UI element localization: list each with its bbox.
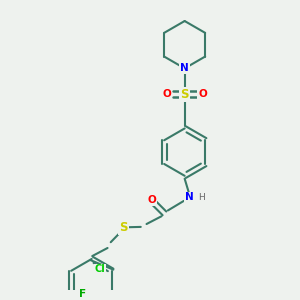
Text: O: O [162,89,171,99]
Text: N: N [184,193,194,202]
Text: S: S [180,88,189,101]
Text: S: S [119,221,128,234]
Text: H: H [198,193,205,202]
Text: O: O [147,195,156,205]
Text: Cl: Cl [95,264,105,274]
Text: O: O [198,89,207,99]
Text: N: N [180,63,189,74]
Text: F: F [79,290,86,299]
